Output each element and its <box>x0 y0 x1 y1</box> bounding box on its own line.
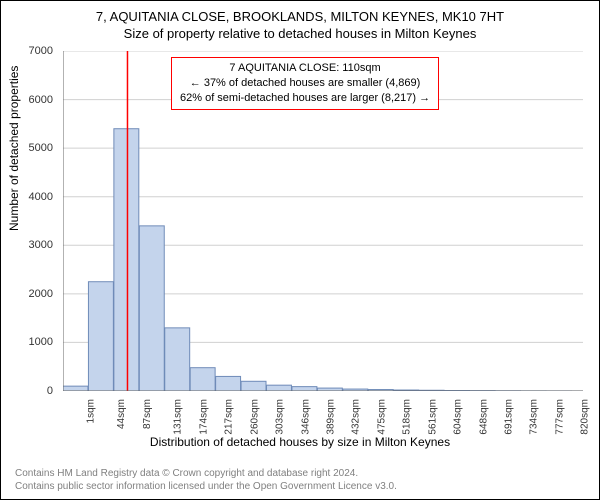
title-sub: Size of property relative to detached ho… <box>1 26 599 41</box>
bar <box>190 368 215 391</box>
annotation-line-3: 62% of semi-detached houses are larger (… <box>180 91 430 106</box>
x-tick-label: 604sqm <box>453 399 464 435</box>
x-tick-label: 518sqm <box>402 399 413 435</box>
annotation-line-1: 7 AQUITANIA CLOSE: 110sqm <box>180 61 430 76</box>
y-tick-label: 4000 <box>29 191 53 203</box>
y-tick-label: 6000 <box>29 94 53 106</box>
y-tick-label: 0 <box>47 385 53 397</box>
title-main: 7, AQUITANIA CLOSE, BROOKLANDS, MILTON K… <box>1 9 599 24</box>
x-tick-label: 174sqm <box>198 399 209 435</box>
x-tick-label: 131sqm <box>173 399 184 435</box>
y-tick-label: 3000 <box>29 239 53 251</box>
x-tick-label: 475sqm <box>376 399 387 435</box>
y-ticks: 01000200030004000500060007000 <box>1 51 59 391</box>
footer: Contains HM Land Registry data © Crown c… <box>15 468 397 493</box>
bar <box>139 226 164 391</box>
x-tick-label: 561sqm <box>427 399 438 435</box>
x-tick-label: 820sqm <box>580 399 591 435</box>
x-tick-label: 648sqm <box>478 399 489 435</box>
x-tick-label: 44sqm <box>116 399 127 429</box>
annotation-box: 7 AQUITANIA CLOSE: 110sqm ← 37% of detac… <box>171 57 439 110</box>
x-tick-label: 734sqm <box>529 399 540 435</box>
y-tick-label: 2000 <box>29 288 53 300</box>
y-tick-label: 1000 <box>29 336 53 348</box>
y-tick-label: 5000 <box>29 142 53 154</box>
x-tick-label: 389sqm <box>326 399 337 435</box>
chart-container: 7, AQUITANIA CLOSE, BROOKLANDS, MILTON K… <box>0 0 600 500</box>
bar <box>292 387 317 391</box>
x-axis-label: Distribution of detached houses by size … <box>1 435 599 449</box>
x-tick-label: 260sqm <box>249 399 260 435</box>
x-tick-label: 777sqm <box>554 399 565 435</box>
bar <box>216 376 241 391</box>
bar <box>241 381 266 391</box>
x-tick-label: 691sqm <box>504 399 515 435</box>
bar <box>114 129 139 391</box>
titles: 7, AQUITANIA CLOSE, BROOKLANDS, MILTON K… <box>1 1 599 41</box>
footer-line-2: Contains public sector information licen… <box>15 481 397 494</box>
x-tick-label: 87sqm <box>142 399 153 429</box>
x-tick-label: 217sqm <box>224 399 235 435</box>
x-tick-label: 346sqm <box>300 399 311 435</box>
x-tick-label: 1sqm <box>85 399 96 423</box>
y-tick-label: 7000 <box>29 45 53 57</box>
bar <box>267 385 292 391</box>
bar <box>165 328 190 391</box>
x-tick-label: 432sqm <box>351 399 362 435</box>
footer-line-1: Contains HM Land Registry data © Crown c… <box>15 468 397 481</box>
annotation-line-2: ← 37% of detached houses are smaller (4,… <box>180 76 430 91</box>
bar <box>88 282 113 391</box>
bars <box>63 129 583 391</box>
bar <box>63 386 88 391</box>
x-tick-label: 303sqm <box>275 399 286 435</box>
